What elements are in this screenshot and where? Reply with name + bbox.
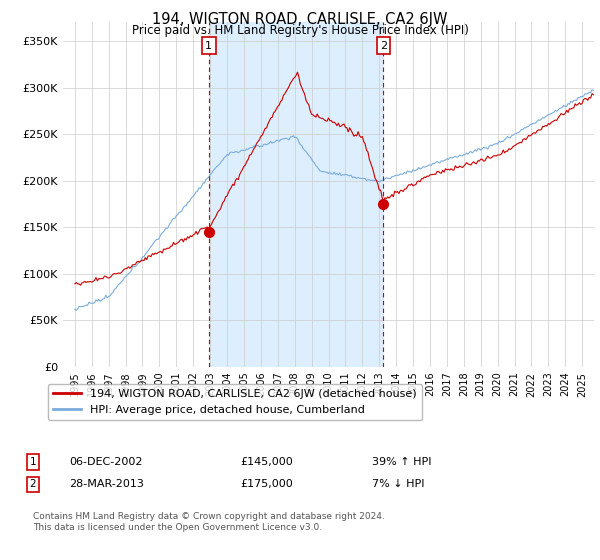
Text: £145,000: £145,000 xyxy=(240,457,293,467)
Text: 39% ↑ HPI: 39% ↑ HPI xyxy=(372,457,431,467)
Legend: 194, WIGTON ROAD, CARLISLE, CA2 6JW (detached house), HPI: Average price, detach: 194, WIGTON ROAD, CARLISLE, CA2 6JW (det… xyxy=(47,384,422,420)
Text: 7% ↓ HPI: 7% ↓ HPI xyxy=(372,479,425,489)
Text: 2: 2 xyxy=(380,41,387,50)
Text: £175,000: £175,000 xyxy=(240,479,293,489)
Text: 1: 1 xyxy=(29,457,37,467)
Text: 194, WIGTON ROAD, CARLISLE, CA2 6JW: 194, WIGTON ROAD, CARLISLE, CA2 6JW xyxy=(152,12,448,27)
Text: 1: 1 xyxy=(205,41,212,50)
Text: Contains HM Land Registry data © Crown copyright and database right 2024.
This d: Contains HM Land Registry data © Crown c… xyxy=(33,512,385,531)
Bar xyxy=(209,22,383,367)
Text: 06-DEC-2002: 06-DEC-2002 xyxy=(69,457,143,467)
Text: 28-MAR-2013: 28-MAR-2013 xyxy=(69,479,144,489)
Text: 2: 2 xyxy=(29,479,37,489)
Text: Price paid vs. HM Land Registry's House Price Index (HPI): Price paid vs. HM Land Registry's House … xyxy=(131,24,469,36)
